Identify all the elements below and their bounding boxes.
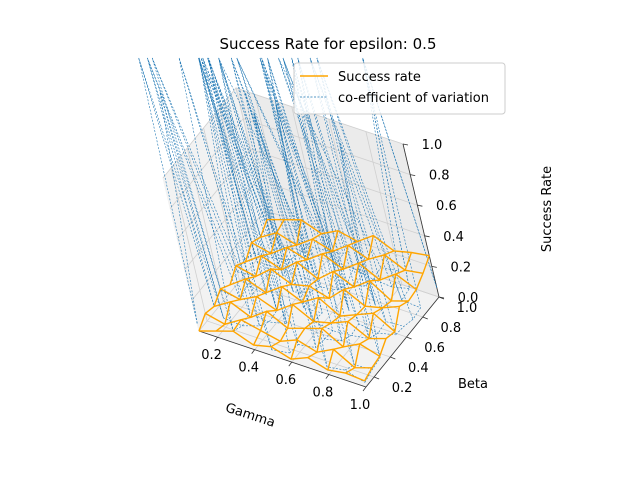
rate-tick-mark xyxy=(410,174,416,176)
rate-tick-label: 0.6 xyxy=(436,199,457,214)
gamma-tick-label: 0.2 xyxy=(201,348,222,363)
success-rate-row-line xyxy=(213,301,381,357)
rate-tick-mark xyxy=(438,296,445,299)
cv-row-line xyxy=(253,57,421,309)
beta-tick-label: 0.6 xyxy=(424,341,445,356)
cv-series xyxy=(138,57,438,383)
success-rate-row-line xyxy=(251,241,417,291)
cv-row-line xyxy=(200,57,405,327)
success-rate-column-line xyxy=(307,235,374,359)
tick-labels: 0.20.40.60.81.00.20.40.60.81.00.00.20.40… xyxy=(201,138,478,413)
y-axis-line xyxy=(365,296,440,388)
x-axis-line xyxy=(198,330,367,388)
cv-row-line xyxy=(202,57,410,289)
y-axis-label: Beta xyxy=(458,377,488,392)
cv-column-line xyxy=(275,57,399,367)
success-rate-column-line xyxy=(290,240,358,360)
legend-box xyxy=(293,62,506,115)
rate-tick-label: 0.0 xyxy=(458,291,479,306)
cv-row-line xyxy=(198,57,370,339)
cv-column-line xyxy=(138,57,270,324)
rate-gridline xyxy=(169,118,411,209)
cv-column-line xyxy=(245,57,382,349)
beta-tick-mark xyxy=(390,356,396,360)
rate-tick-mark xyxy=(424,235,430,238)
z-axis-line xyxy=(402,143,440,298)
beta-tick-label: 0.2 xyxy=(392,381,413,396)
rate-tick-label: 0.8 xyxy=(429,169,450,184)
cv-row-line xyxy=(218,57,438,288)
beta-tick-label: 0.8 xyxy=(440,321,461,336)
rate-gridline xyxy=(191,209,432,301)
cv-column-line xyxy=(253,57,354,354)
cv-row-line xyxy=(208,57,414,320)
success-rate-row-line xyxy=(235,265,400,309)
chart-title: Success Rate for epsilon: 0.5 xyxy=(220,35,437,53)
gamma-tick-mark xyxy=(251,349,255,354)
gamma-tick-mark xyxy=(214,336,218,342)
success-rate-row-line xyxy=(198,330,365,382)
x-axis-label: Gamma xyxy=(223,401,276,431)
gamma-tick-label: 0.8 xyxy=(313,386,334,401)
gamma-tick-mark xyxy=(288,361,293,367)
beta-tick-label: 0.4 xyxy=(408,361,429,376)
gamma-tick-mark xyxy=(362,386,367,392)
cv-column-line xyxy=(198,57,308,332)
success-rate-row-line xyxy=(266,218,430,257)
beta-tick-mark xyxy=(373,376,380,380)
rate-tick-label: 0.2 xyxy=(450,260,471,275)
gamma-tick-label: 0.6 xyxy=(275,373,296,388)
cv-column-line xyxy=(339,57,438,383)
success-rate-column-line xyxy=(327,250,395,371)
rate-tick-label: 1.0 xyxy=(422,138,443,153)
legend-label-success-rate: Success rate xyxy=(338,70,421,85)
rate-tick-mark xyxy=(402,143,409,146)
gamma-tick-label: 1.0 xyxy=(350,398,371,413)
success-rate-row-line xyxy=(220,288,387,340)
cv-column-line xyxy=(178,57,326,327)
cv-row-line xyxy=(151,57,396,336)
success-rate-column-line xyxy=(215,219,285,332)
success-rate-column-line xyxy=(252,233,322,346)
success-rate-column-line xyxy=(232,219,302,332)
success-rate-row-line xyxy=(229,278,396,333)
cv-row-line xyxy=(159,57,366,383)
success-rate-row-line xyxy=(204,312,373,369)
success-rate-row-line xyxy=(260,231,424,274)
beta-tick-mark xyxy=(422,316,428,320)
z-axis-label: Success Rate xyxy=(540,166,555,252)
success-rate-row-line xyxy=(245,255,409,302)
beta-tick-label: 1.0 xyxy=(457,301,478,316)
rate-gridline xyxy=(162,87,404,179)
success-rate-column-line xyxy=(198,219,268,332)
rate-tick-mark xyxy=(417,204,423,207)
success-rate-column-line xyxy=(345,252,413,374)
beta-tick-mark xyxy=(406,336,412,340)
legend-label-cv: co-efficient of variation xyxy=(338,91,489,106)
rate-tick-label: 0.4 xyxy=(443,230,464,245)
cv-row-line xyxy=(147,57,381,358)
success-rate-column-line xyxy=(270,230,339,348)
success-rate-series xyxy=(198,218,430,382)
success-rate-column-line xyxy=(363,255,430,382)
gamma-tick-mark xyxy=(325,374,330,379)
gamma-tick-label: 0.4 xyxy=(238,361,259,376)
rate-tick-mark xyxy=(431,266,437,268)
legend: Success rate co-efficient of variation xyxy=(293,62,506,115)
